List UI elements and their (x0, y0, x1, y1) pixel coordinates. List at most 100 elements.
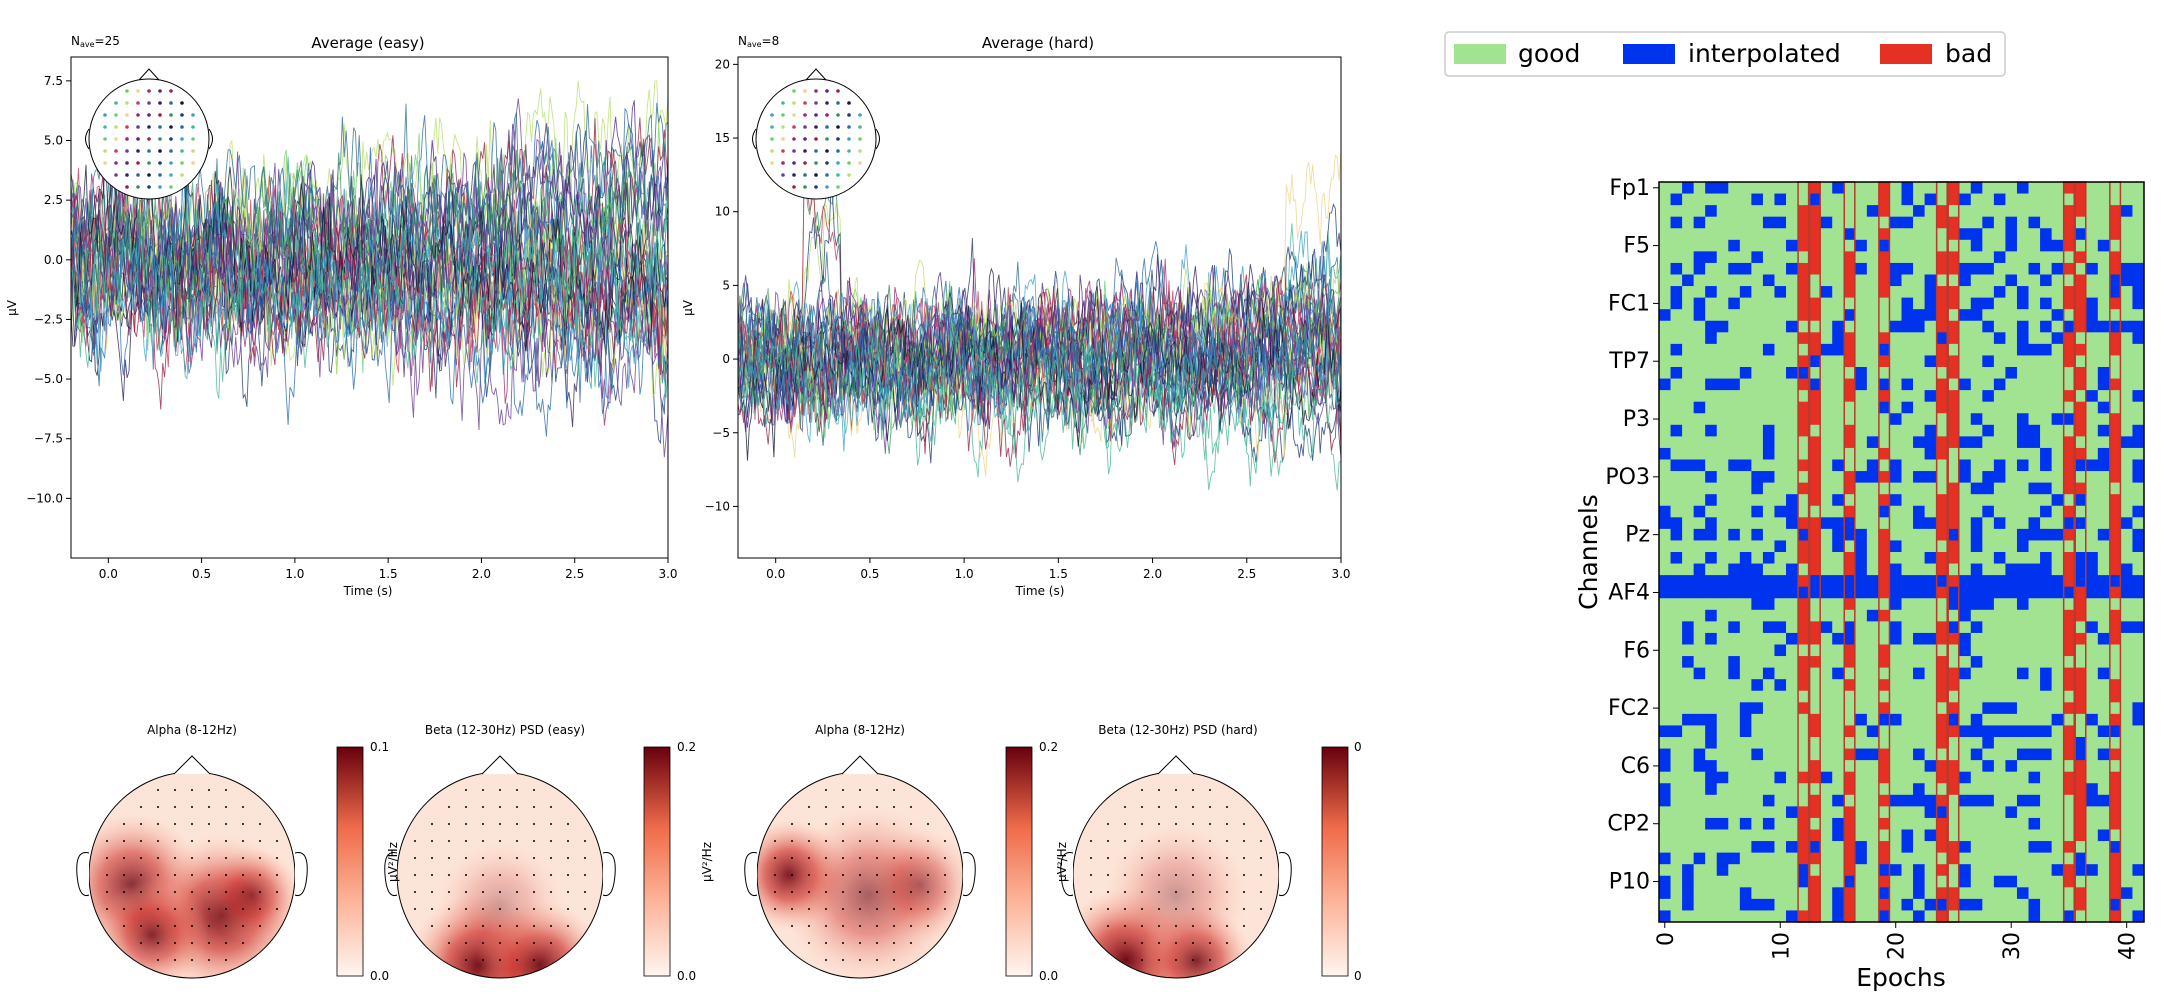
sensor-dot (516, 789, 518, 791)
reject-cell (1797, 216, 1810, 229)
reject-cell (1762, 205, 1775, 218)
reject-cell (1728, 286, 1741, 299)
reject-cell (1670, 841, 1683, 854)
reject-cell (1959, 910, 1972, 923)
reject-cell (1843, 679, 1856, 692)
reject-cell (1889, 898, 1902, 911)
sensor-dot (1243, 891, 1245, 893)
reject-cell (1832, 609, 1845, 622)
sensor-dot (106, 857, 108, 859)
sensor-dot (1141, 806, 1143, 808)
reject-cell (1774, 829, 1787, 842)
reject-cell (1716, 367, 1729, 379)
reject-cell (1959, 609, 1972, 622)
reject-cell (2028, 586, 2041, 599)
reject-cell (1901, 725, 1914, 738)
reject-cell (2028, 390, 2041, 403)
reject-cell (2120, 679, 2133, 692)
reject-cell (2005, 505, 2018, 518)
sensor-dot (1209, 806, 1211, 808)
reject-cell (2074, 864, 2087, 877)
reject-cell (1693, 471, 1706, 484)
reject-cell (1693, 852, 1706, 865)
sensor-dot (910, 942, 912, 944)
reject-cell (2120, 621, 2133, 634)
reject-cell (1959, 193, 1972, 206)
reject-cell (1832, 667, 1845, 680)
reject-cell (2097, 482, 2110, 495)
reject-cell (1889, 875, 1902, 888)
reject-cell (2063, 586, 2076, 599)
reject-cell (2063, 690, 2076, 703)
sensor-dot (550, 891, 552, 893)
reject-cell (1947, 320, 1960, 333)
reject-cell (1786, 598, 1798, 611)
reject-cell (1959, 228, 1972, 241)
reject-cell (2109, 829, 2122, 842)
reject-cell (1739, 737, 1752, 749)
reject-cell (2016, 494, 2029, 507)
reject-cell (2086, 286, 2099, 299)
reject-cell (2028, 898, 2041, 911)
reject-cell (1947, 656, 1960, 669)
reject-cell (1786, 632, 1798, 645)
reject-cell (2097, 864, 2110, 877)
sensor-dot (781, 101, 785, 105)
reject-cell (2132, 216, 2145, 229)
reject-cell (1855, 702, 1868, 715)
reject-cell (2086, 528, 2099, 541)
reject-cell (1947, 286, 1960, 299)
reject-cell (1913, 251, 1925, 264)
reject-cell (1728, 482, 1741, 495)
reject-cell (1993, 320, 2006, 333)
reject-cell (2074, 852, 2087, 865)
reject-cell (1866, 598, 1879, 611)
sensor-dot (191, 874, 193, 876)
reject-cell (1878, 471, 1891, 484)
reject-cell (1716, 737, 1729, 749)
sensor-dot (1107, 823, 1109, 825)
reject-cell (2120, 332, 2133, 345)
reject-cell (1809, 182, 1822, 194)
reject-cell (1797, 332, 1810, 345)
sensor-dot (448, 840, 450, 842)
reject-cell (1659, 690, 1671, 703)
sensor-dot (208, 840, 210, 842)
reject-cell (1705, 783, 1718, 796)
reject-cell (2016, 251, 2029, 264)
reject-cell (2063, 424, 2076, 437)
sensor-dot (140, 908, 142, 910)
reject-cell (2132, 482, 2145, 495)
evoked-easy-inset (85, 68, 213, 200)
reject-cell (2086, 182, 2099, 194)
reject-cell (1855, 355, 1868, 368)
reject-cell (1786, 355, 1798, 368)
reject-cell (1751, 355, 1764, 368)
reject-cell (1878, 667, 1891, 680)
topomap-3 (744, 755, 976, 979)
reject-cell (2051, 401, 2064, 414)
reject-cell (1901, 806, 1914, 819)
reject-cell (1947, 910, 1960, 923)
reject-cell (2051, 690, 2064, 703)
reject-cell (1993, 644, 2006, 657)
sensor-dot (910, 823, 912, 825)
channel-tick-label: PO3 (1605, 465, 1650, 490)
reject-cell (1774, 852, 1787, 865)
reject-cell (1913, 239, 1925, 252)
reject-cell (1820, 690, 1833, 703)
reject-cell (2051, 910, 2064, 923)
sensor-dot (1107, 857, 1109, 859)
reject-cell (1705, 494, 1718, 507)
sensor-dot (114, 173, 118, 177)
reject-cell (1809, 644, 1822, 657)
reject-cell (1832, 355, 1845, 368)
reject-cell (1670, 320, 1683, 333)
reject-cell (2109, 748, 2122, 761)
reject-cell (1970, 783, 1983, 796)
reject-cell (1947, 436, 1960, 449)
reject-cell (1820, 875, 1833, 888)
sensor-dot (174, 891, 176, 893)
reject-cell (1970, 771, 1983, 784)
reject-cell (1993, 794, 2006, 807)
